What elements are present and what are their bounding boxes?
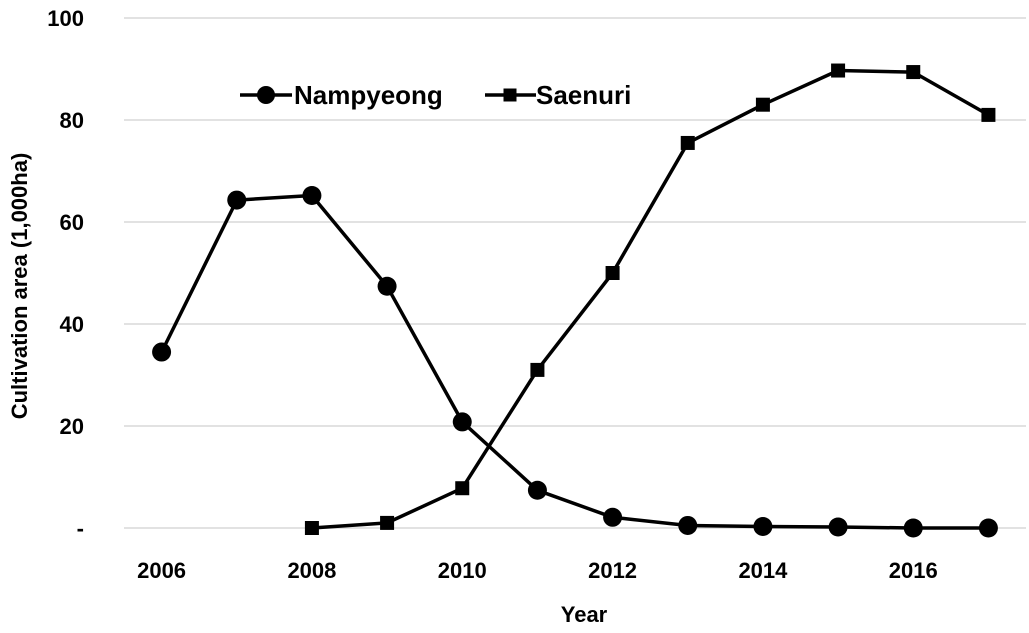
legend-nampyeong-label: Nampyeong [294,80,443,110]
data-point-nampyeong [603,507,623,527]
y-tick-label: 60 [60,210,84,235]
legend-item-nampyeong: Nampyeong [240,80,443,110]
data-point-nampyeong [452,412,472,432]
data-point-nampyeong [678,515,698,535]
x-tick-label: 2014 [738,558,788,583]
data-point-saenuri [380,515,395,530]
data-point-saenuri [981,107,996,122]
data-point-saenuri [755,97,770,112]
data-point-nampyeong [227,190,247,210]
x-tick-label: 2012 [588,558,637,583]
data-point-saenuri [605,266,620,280]
legend: Nampyeong Saenuri [240,80,631,110]
y-tick-label: - [77,516,84,541]
y-tick-label: 80 [60,108,84,133]
data-point-saenuri [530,362,545,377]
data-point-saenuri [455,481,470,496]
series-saenuri [304,63,996,535]
y-tick-label: 100 [47,6,84,31]
y-axis-tick-labels: - 20 40 60 80 100 [47,6,84,541]
x-axis-title: Year [561,602,608,627]
series-nampyeong [152,185,998,538]
x-tick-label: 2010 [438,558,487,583]
x-tick-label: 2006 [137,558,186,583]
series-line-nampyeong [160,193,989,530]
legend-item-saenuri: Saenuri [485,80,631,110]
data-point-nampyeong [828,517,848,537]
data-point-saenuri [304,521,319,535]
data-point-nampyeong [152,342,172,362]
data-point-saenuri [680,135,695,150]
data-point-saenuri [831,63,846,78]
legend-nampyeong-marker [257,86,275,104]
x-tick-label: 2008 [287,558,336,583]
x-axis-tick-labels: 2006 2008 2010 2012 2014 2016 [137,558,938,583]
data-point-nampyeong [903,518,923,538]
legend-saenuri-marker [503,88,517,102]
data-point-nampyeong [302,185,322,205]
data-point-saenuri [906,65,921,80]
y-tick-label: 40 [60,312,84,337]
x-tick-label: 2016 [889,558,938,583]
data-point-nampyeong [377,276,397,296]
series-line-saenuri [311,68,990,530]
y-axis-title: Cultivation area (1,000ha) [7,153,32,420]
data-point-nampyeong [753,516,773,536]
y-tick-label: 20 [60,414,84,439]
data-point-nampyeong [527,480,547,500]
data-point-nampyeong [978,518,998,538]
data-series [152,63,998,538]
legend-saenuri-label: Saenuri [536,80,631,110]
